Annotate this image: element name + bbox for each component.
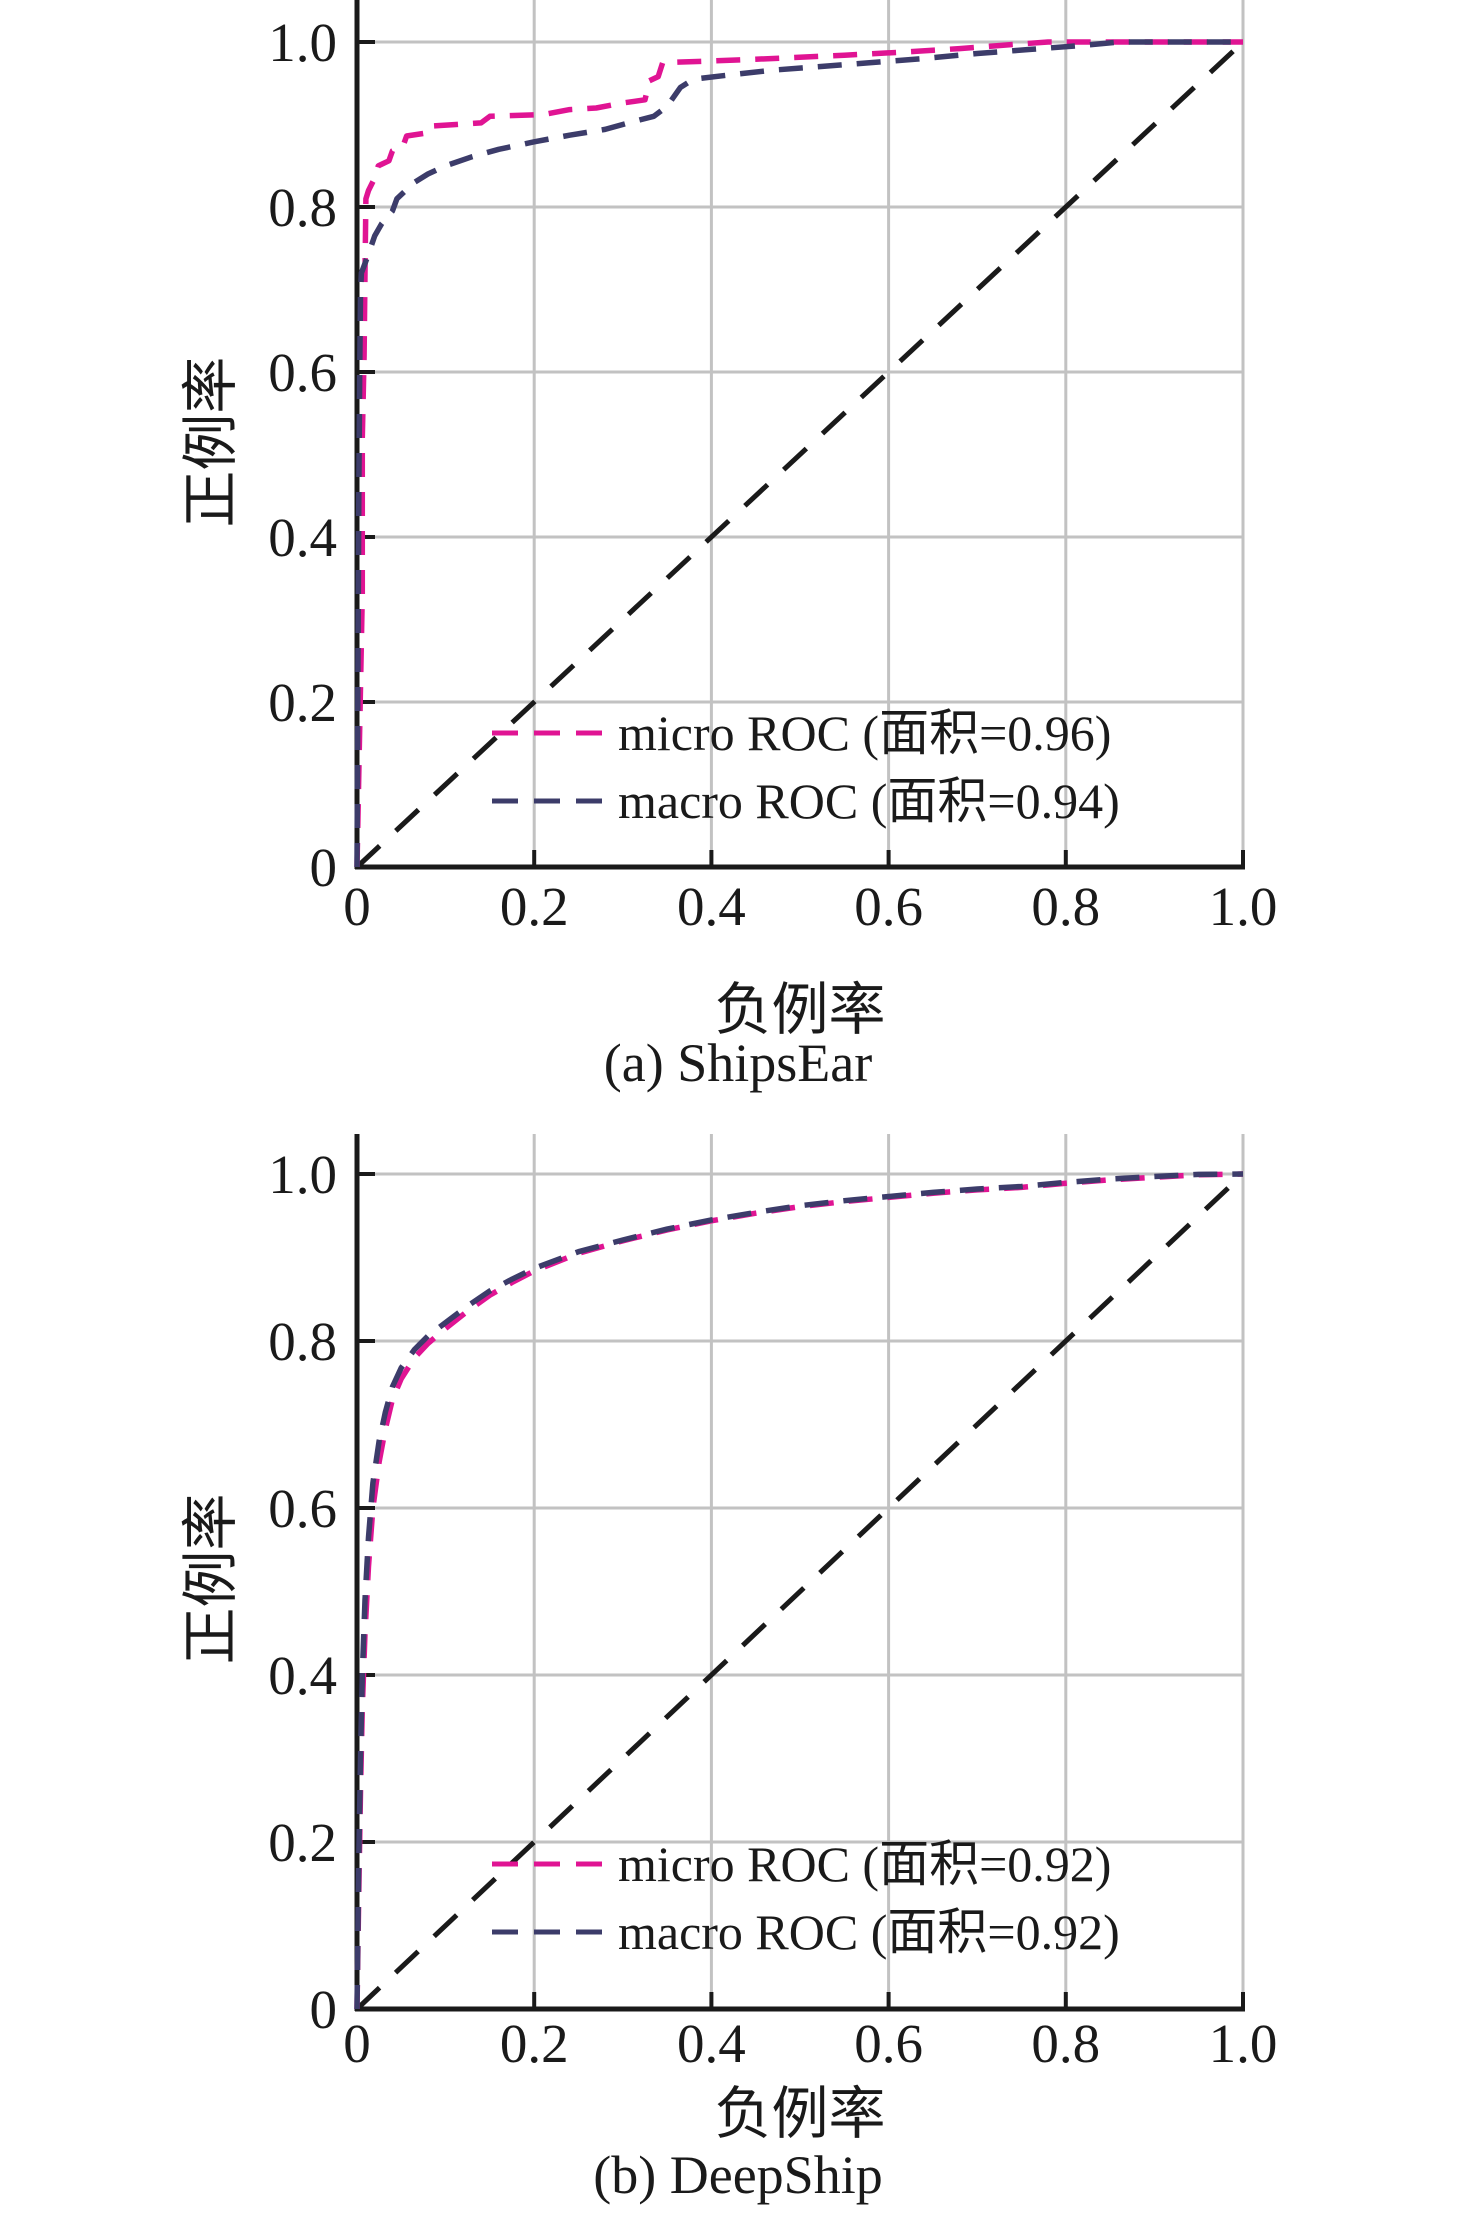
- x-tick-label: 0.2: [500, 2013, 569, 2074]
- y-tick-label: 0.4: [268, 1645, 337, 1706]
- x-axis-label: 负例率: [715, 979, 886, 1042]
- chart-caption-shipsear: (a) ShipsEar: [603, 1033, 873, 1093]
- x-tick-label: 1.0: [1209, 876, 1278, 937]
- y-tick-label: 0: [310, 837, 338, 898]
- y-tick-label: 0.2: [268, 672, 337, 733]
- x-tick-label: 0.8: [1031, 2013, 1100, 2074]
- x-tick-label: 0: [343, 876, 371, 937]
- x-tick-label: 0.6: [854, 876, 923, 937]
- x-tick-label: 0.6: [854, 2013, 923, 2074]
- legend-label: macro ROC (面积=0.92): [618, 1904, 1120, 1960]
- x-tick-label: 0.8: [1031, 876, 1100, 937]
- x-tick-label: 0: [343, 2013, 371, 2074]
- y-tick-label: 0.6: [268, 342, 337, 403]
- x-tick-label: 0.2: [500, 876, 569, 937]
- y-tick-label: 1.0: [268, 1144, 337, 1205]
- legend-label: micro ROC (面积=0.96): [618, 705, 1111, 761]
- y-axis-label: 正例率: [180, 357, 243, 528]
- legend-label: micro ROC (面积=0.92): [618, 1836, 1111, 1892]
- roc-chart-shipsear-canvas: 0 0.2 0.4 0.6 0.8 1.0 0 0.2 0.4 0.6 0.8 1.0 micro RO…: [180, 0, 1278, 1042]
- macro-roc-curve: [354, 39, 1243, 868]
- chance-diagonal-line: [355, 1172, 1245, 2011]
- roc-chart-shipsear: 0 0.2 0.4 0.6 0.8 1.0 0 0.2 0.4 0.6 0.8 1.0 micro RO…: [0, 0, 1476, 1106]
- x-tick-label: 0.4: [677, 2013, 746, 2074]
- roc-chart-deepship: 0 0.2 0.4 0.6 0.8 1.0 0 0.2 0.4 0.6 0.8 1.0 micro RO…: [0, 1106, 1476, 2213]
- y-tick-label: 1.0: [268, 12, 337, 73]
- x-tick-label: 1.0: [1209, 2013, 1278, 2074]
- y-tick-label: 0.4: [268, 507, 337, 568]
- roc-chart-deepship-canvas: 0 0.2 0.4 0.6 0.8 1.0 0 0.2 0.4 0.6 0.8 1.0 micro RO…: [180, 1134, 1278, 2146]
- legend-label: macro ROC (面积=0.94): [618, 773, 1120, 829]
- y-tick-label: 0.8: [268, 1311, 337, 1372]
- chance-diagonal-line: [355, 40, 1245, 869]
- chart-caption-deepship: (b) DeepShip: [593, 2145, 883, 2205]
- y-tick-label: 0.8: [268, 177, 337, 238]
- y-tick-label: 0.2: [268, 1812, 337, 1873]
- y-tick-label: 0: [310, 1979, 338, 2040]
- y-tick-label: 0.6: [268, 1478, 337, 1539]
- x-axis-label: 负例率: [715, 2083, 886, 2146]
- y-axis-label: 正例率: [180, 1493, 243, 1664]
- micro-roc-curve: [354, 39, 1243, 868]
- macro-roc-curve: [354, 1171, 1244, 2010]
- x-tick-label: 0.4: [677, 876, 746, 937]
